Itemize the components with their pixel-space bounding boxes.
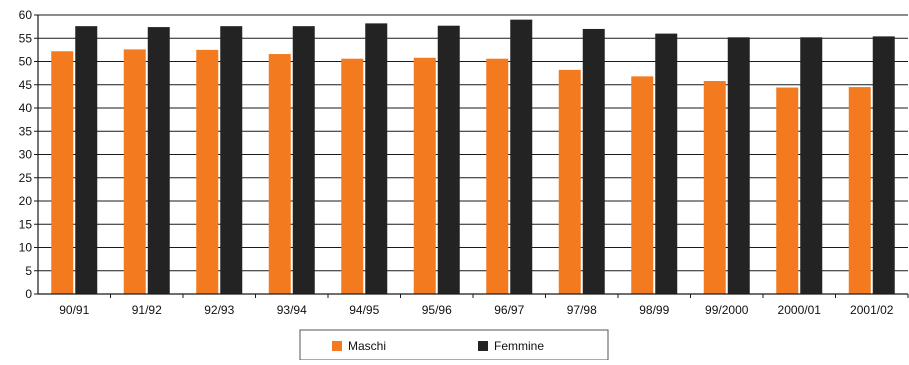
bar-femmine-98-99 [655, 33, 678, 294]
bar-maschi-90-91 [51, 51, 74, 294]
bar-maschi-2001-02 [848, 87, 871, 294]
x-tick-label: 95/96 [422, 303, 452, 317]
x-tick-label: 90/91 [59, 303, 89, 317]
gridlines [38, 14, 908, 272]
legend: Maschi Femmine [299, 329, 609, 361]
bar-maschi-93-94 [268, 54, 291, 295]
bar-femmine-92-93 [220, 26, 243, 294]
bar-femmine-91-92 [147, 27, 170, 295]
bar-maschi-99-2000 [703, 81, 726, 294]
bar-maschi-2000-01 [776, 87, 799, 294]
bar-femmine-96-97 [510, 19, 533, 295]
bar-maschi-94-95 [341, 58, 364, 295]
x-tick-label: 94/95 [349, 303, 379, 317]
x-tick-label: 96/97 [494, 303, 524, 317]
bar-femmine-2001-02 [872, 36, 895, 294]
x-tick-label: 2001/02 [850, 303, 894, 317]
y-tick-label: 45 [19, 78, 33, 92]
y-tick-label: 50 [19, 55, 33, 69]
y-tick-label: 20 [19, 194, 33, 208]
bar-maschi-91-92 [123, 49, 146, 294]
bar-maschi-96-97 [486, 58, 509, 295]
y-tick-label: 0 [25, 287, 32, 301]
legend-label-femmine: Femmine [494, 339, 544, 353]
x-tick-labels: 90/91 91/92 92/93 93/94 94/95 95/96 96/97 97/98… [59, 303, 894, 317]
legend-label-maschi: Maschi [348, 339, 386, 353]
bar-femmine-2000-01 [800, 37, 823, 294]
y-tick-label: 30 [19, 148, 33, 162]
x-tick-label: 97/98 [567, 303, 597, 317]
bar-femmine-99-2000 [727, 37, 750, 294]
bars [51, 19, 895, 295]
bar-maschi-95-96 [413, 57, 436, 294]
y-tick-label: 15 [19, 217, 33, 231]
x-tick-label: 98/99 [639, 303, 669, 317]
axes [34, 14, 909, 298]
bar-femmine-94-95 [365, 23, 388, 295]
bar-maschi-92-93 [196, 49, 219, 294]
y-tick-label: 40 [19, 101, 33, 115]
legend-swatch-femmine [478, 341, 488, 351]
y-tick-label: 55 [19, 31, 33, 45]
bar-femmine-97-98 [582, 28, 605, 294]
y-tick-label: 60 [19, 8, 33, 22]
bar-maschi-97-98 [558, 69, 581, 295]
x-tick-label: 93/94 [277, 303, 307, 317]
y-tick-label: 25 [19, 171, 33, 185]
y-tick-label: 5 [25, 264, 32, 278]
y-tick-label: 10 [19, 241, 33, 255]
legend-box [299, 329, 609, 361]
y-tick-labels: 0 5 10 15 20 25 30 35 40 45 50 55 60 [19, 8, 33, 301]
x-tick-label: 99/2000 [705, 303, 749, 317]
bar-femmine-90-91 [75, 26, 98, 294]
x-tick-label: 92/93 [204, 303, 234, 317]
bar-femmine-95-96 [437, 25, 460, 294]
x-tick-label: 2000/01 [778, 303, 822, 317]
bar-femmine-93-94 [292, 26, 315, 294]
x-tick-label: 91/92 [132, 303, 162, 317]
y-tick-label: 35 [19, 124, 33, 138]
legend-swatch-maschi [332, 341, 342, 351]
bar-maschi-98-99 [631, 76, 654, 294]
